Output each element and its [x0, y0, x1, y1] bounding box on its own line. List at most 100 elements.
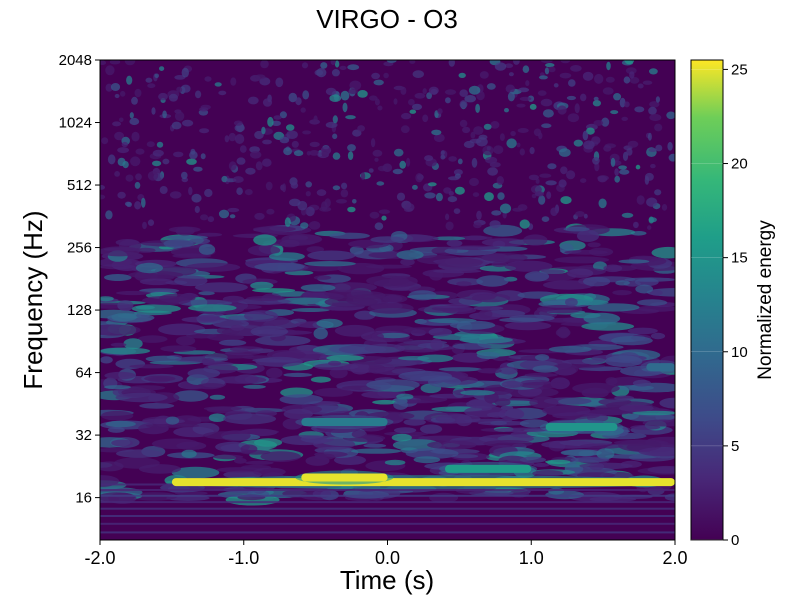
noise-blob [345, 115, 356, 120]
colorbar [690, 59, 724, 541]
noise-blob [516, 103, 526, 108]
noise-blob [636, 195, 645, 205]
noise-blob [582, 130, 589, 141]
noise-blob [145, 355, 182, 363]
colorbar-label: Normalized energy [755, 220, 776, 380]
noise-blob [250, 325, 289, 338]
noise-blob [424, 192, 436, 199]
noise-blob [293, 150, 304, 157]
noise-blob [648, 148, 657, 152]
noise-blob [597, 175, 609, 181]
noise-blob [452, 343, 492, 350]
noise-blob [100, 324, 141, 336]
noise-blob [337, 262, 385, 275]
noise-blob [100, 296, 114, 302]
noise-blob [482, 145, 494, 156]
noise-blob [300, 284, 336, 292]
noise-blob [291, 140, 299, 148]
noise-blob [339, 65, 347, 70]
noise-blob [454, 186, 465, 195]
noise-blob [361, 391, 405, 399]
noise-blob [596, 448, 615, 460]
noise-blob [601, 117, 610, 127]
noise-blob [131, 96, 138, 105]
noise-blob [176, 336, 196, 346]
noise-blob [555, 328, 571, 338]
noise-blob [460, 390, 495, 396]
noise-blob [347, 206, 356, 213]
noise-blob [535, 354, 550, 361]
noise-blob [558, 148, 571, 157]
noise-blob [331, 69, 340, 77]
noise-blob [159, 186, 168, 194]
noise-blob [446, 239, 463, 247]
noise-blob [110, 83, 121, 91]
noise-blob [615, 280, 630, 286]
noise-blob [393, 98, 398, 105]
noise-blob [156, 141, 164, 148]
noise-blob [169, 191, 182, 199]
noise-blob [388, 275, 418, 287]
noise-blob [559, 72, 572, 79]
noise-blob [252, 288, 296, 293]
noise-blob [370, 138, 376, 148]
noise-blob [135, 247, 156, 253]
noise-blob [430, 338, 443, 350]
noise-blob [519, 456, 547, 463]
noise-blob [332, 152, 341, 160]
noise-blob [564, 249, 608, 255]
noise-blob [216, 376, 267, 384]
noise-blob [548, 345, 592, 353]
noise-blob [583, 140, 595, 150]
noise-blob [320, 62, 328, 69]
noise-blob [342, 102, 348, 113]
noise-blob [193, 166, 203, 172]
noise-blob [197, 383, 225, 388]
noise-blob [602, 87, 614, 95]
noise-blob [313, 275, 332, 280]
noise-blob [381, 215, 387, 221]
noise-blob [159, 66, 165, 71]
noise-blob [363, 443, 387, 448]
noise-blob [310, 376, 331, 383]
noise-blob [579, 443, 624, 449]
noise-blob [393, 399, 408, 410]
noise-blob [280, 435, 329, 446]
noise-blob [491, 261, 508, 268]
noise-blob [253, 467, 286, 477]
noise-blob [357, 90, 368, 98]
noise-blob [505, 84, 515, 93]
noise-blob [453, 208, 461, 215]
noise-blob [613, 93, 622, 101]
noise-blob [651, 246, 675, 259]
noise-blob [432, 236, 466, 241]
noise-blob [545, 180, 557, 186]
noise-blob [649, 289, 663, 296]
noise-blob [489, 220, 501, 229]
noise-blob [135, 262, 163, 274]
noise-blob [141, 197, 146, 208]
noise-blob [630, 424, 661, 430]
x-axis-label: Time (s) [340, 565, 434, 595]
noise-blob [427, 182, 437, 187]
colorbar-axis: 0 5 10 15 20 25 [691, 61, 748, 549]
noise-blob [328, 360, 342, 366]
noise-blob [476, 210, 482, 220]
noise-blob [100, 185, 105, 190]
noise-blob [174, 111, 185, 121]
noise-blob [655, 144, 663, 152]
noise-blob [307, 250, 356, 261]
noise-blob [115, 239, 139, 246]
noise-blob [560, 449, 602, 457]
noise-blob [186, 158, 197, 165]
noise-blob [399, 160, 407, 169]
noise-blob [347, 144, 356, 152]
noise-blob [145, 423, 200, 428]
noise-blob [142, 221, 147, 230]
noise-blob [326, 355, 364, 361]
noise-blob [567, 113, 580, 123]
noise-blob [249, 146, 260, 153]
noise-blob [655, 96, 661, 103]
noise-blob [550, 207, 558, 216]
noise-blob [305, 181, 313, 188]
